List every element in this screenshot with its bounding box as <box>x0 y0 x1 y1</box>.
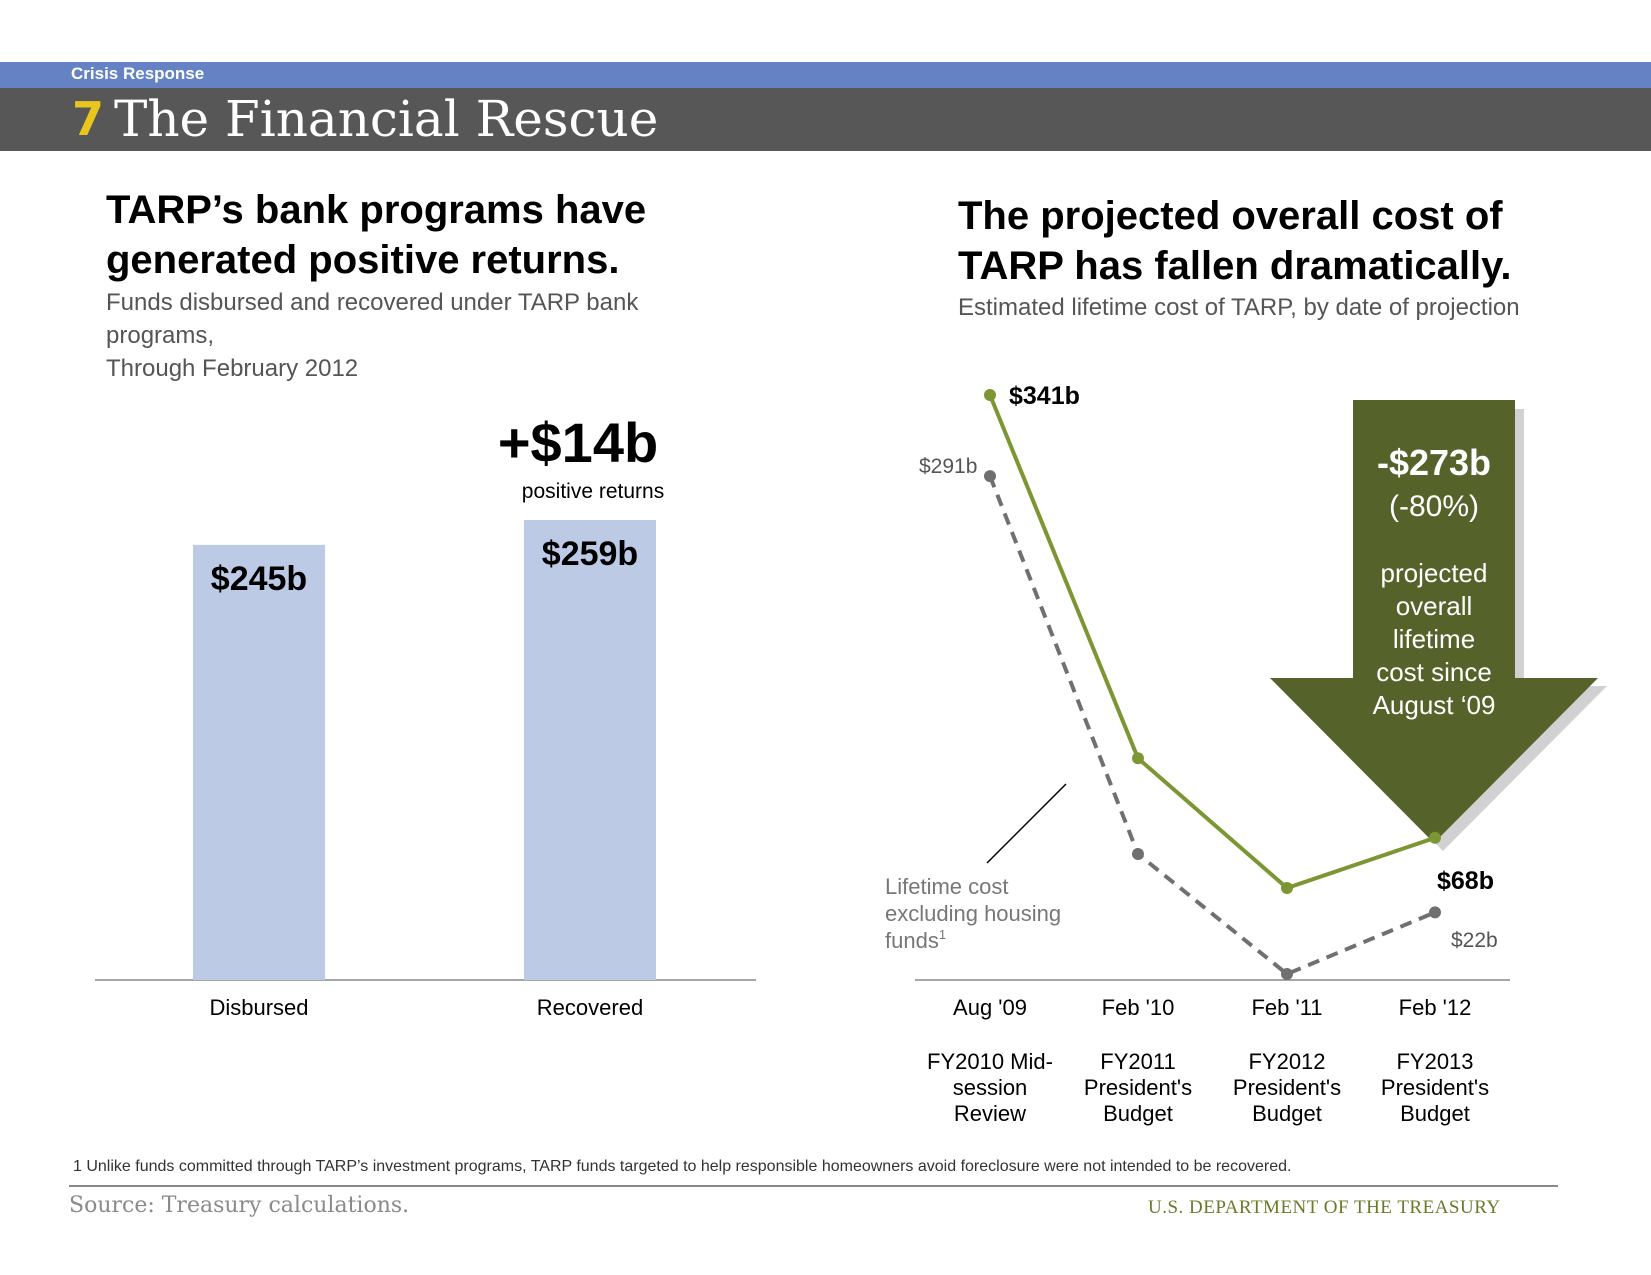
legend-leader-line <box>986 783 1067 864</box>
footnote: 1 Unlike funds committed through TARP’s … <box>73 1158 1292 1175</box>
left-subhead-line2: Through February 2012 <box>106 355 359 382</box>
point-lifetime-cost-1 <box>1132 752 1144 765</box>
x-sublabel-2-0: FY2012 <box>1248 1049 1325 1074</box>
bar-category-label-recovered: Recovered <box>537 995 643 1020</box>
bar-disbursed <box>193 544 325 980</box>
right-subhead: Estimated lifetime cost of TARP, by date… <box>958 294 1520 321</box>
x-sublabel-3-0: FY2013 <box>1396 1049 1473 1074</box>
header-top-bar <box>0 62 1651 88</box>
series-line-lifetime-cost <box>988 394 1436 891</box>
x-sublabel-2-1: President's <box>1233 1075 1341 1100</box>
legend-line-3: funds1 <box>885 927 946 953</box>
x-sublabel-0-2: Review <box>954 1101 1026 1126</box>
left-headline: TARP’s bank programs have generated posi… <box>106 185 746 285</box>
x-sublabel-3-1: President's <box>1381 1075 1489 1100</box>
callout-percent: (-80%) <box>1389 490 1479 523</box>
cost-reduction-callout: -$273b (-80%) projected overall lifetime… <box>1270 400 1607 851</box>
right-headline-line1: The projected overall cost of <box>958 194 1503 238</box>
positive-returns-amount: +$14b <box>498 411 658 474</box>
callout-line-1: projected <box>1381 558 1488 588</box>
source-note: Source: Treasury calculations. <box>69 1193 410 1218</box>
series-line-excluding-housing <box>988 475 1436 977</box>
bar-value-label-recovered: $259b <box>542 535 638 573</box>
x-sublabel-2-2: Budget <box>1252 1101 1322 1126</box>
point-excl-housing-1 <box>1132 847 1144 860</box>
header-title-bar <box>0 88 1651 151</box>
callout-amount: -$273b <box>1377 442 1491 483</box>
x-sublabel-1-1: President's <box>1084 1075 1192 1100</box>
legend-line-1: Lifetime cost <box>885 874 1009 899</box>
callout-line-3: lifetime <box>1393 624 1475 654</box>
point-label-291: $291b <box>919 455 977 478</box>
left-headline-line2: generated positive returns. <box>106 238 620 282</box>
x-sublabel-1-0: FY2011 <box>1100 1049 1175 1074</box>
x-tick-label-1: Feb '10 <box>1102 995 1175 1020</box>
right-headline: The projected overall cost of TARP has f… <box>958 191 1598 291</box>
bar-value-label-disbursed: $245b <box>211 560 307 598</box>
point-excl-housing-0 <box>984 470 996 483</box>
x-sublabel-0-0: FY2010 Mid- <box>927 1049 1053 1074</box>
footer-rule <box>69 1185 1558 1187</box>
point-label-68: $68b <box>1437 867 1494 895</box>
callout-line-4: cost since <box>1376 657 1492 687</box>
left-subhead-line1: Funds disbursed and recovered under TARP… <box>106 289 639 349</box>
section-label: Crisis Response <box>71 64 205 83</box>
bar-category-label-disbursed: Disbursed <box>209 995 308 1020</box>
legend-line-3-text: funds <box>885 928 939 953</box>
x-tick-label-2: Feb '11 <box>1251 995 1322 1020</box>
point-label-341: $341b <box>1009 382 1080 410</box>
point-excl-housing-2 <box>1281 968 1293 980</box>
right-headline-line2: TARP has fallen dramatically. <box>958 244 1512 288</box>
x-sublabel-1-2: Budget <box>1103 1101 1173 1126</box>
legend-superscript: 1 <box>939 927 946 942</box>
bar-chart: $245b $259b Disbursed Recovered +$14b po… <box>95 411 756 1020</box>
callout-line-2: overall <box>1396 591 1473 621</box>
series-points <box>984 389 1441 980</box>
callout-line-5: August ‘09 <box>1373 690 1496 720</box>
chapter-number: 7 <box>72 92 105 146</box>
x-tick-label-3: Feb '12 <box>1399 995 1472 1020</box>
agency-name: U.S. DEPARTMENT OF THE TREASURY <box>1148 1197 1501 1218</box>
positive-returns-text: positive returns <box>522 480 664 503</box>
point-label-22: $22b <box>1451 929 1498 952</box>
left-subhead: Funds disbursed and recovered under TARP… <box>106 286 726 385</box>
point-excl-housing-3 <box>1429 906 1441 919</box>
line-chart: -$273b (-80%) projected overall lifetime… <box>885 382 1607 1126</box>
x-tick-label-0: Aug '09 <box>953 995 1027 1020</box>
page-title: The Financial Rescue <box>114 90 659 148</box>
point-lifetime-cost-2 <box>1281 882 1293 895</box>
left-headline-line1: TARP’s bank programs have <box>106 188 647 232</box>
x-sublabel-3-2: Budget <box>1400 1101 1470 1126</box>
point-lifetime-cost-3 <box>1429 831 1441 844</box>
down-arrow-icon <box>1270 400 1598 843</box>
point-lifetime-cost-0 <box>984 389 996 401</box>
x-sublabel-0-1: session <box>953 1075 1028 1100</box>
legend-line-2: excluding housing <box>885 901 1061 926</box>
bar-recovered <box>524 520 656 980</box>
